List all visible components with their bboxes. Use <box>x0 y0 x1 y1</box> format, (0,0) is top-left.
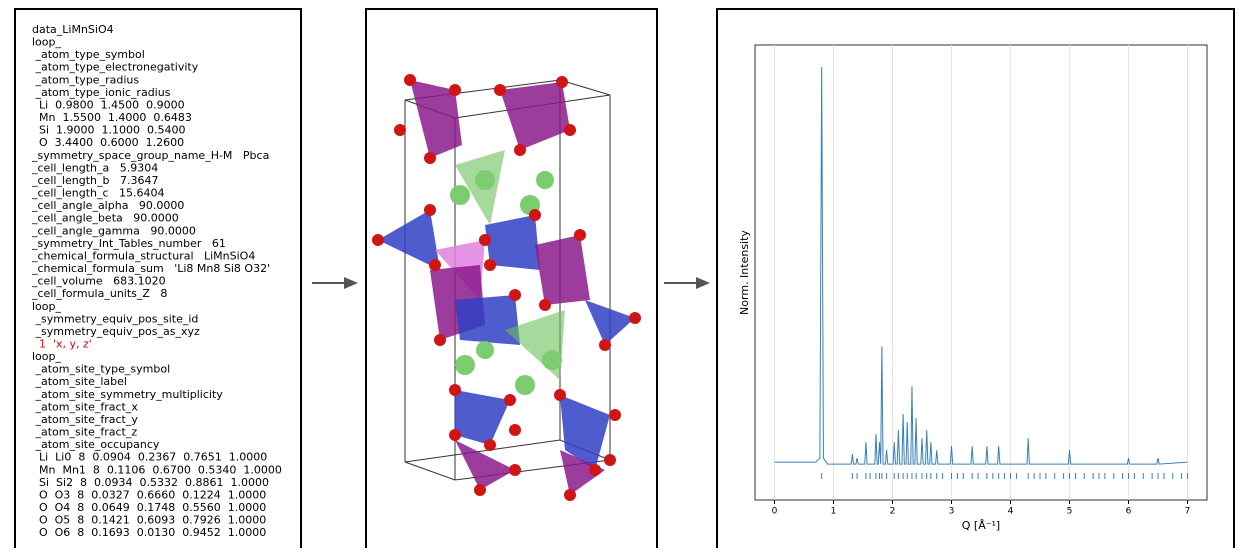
x-tick-label: 4 <box>1008 507 1014 517</box>
cif-line: _symmetry_equiv_pos_site_id <box>32 312 198 325</box>
x-tick-label: 7 <box>1185 507 1191 517</box>
arrow <box>664 277 710 289</box>
cif-line: _atom_site_symmetry_multiplicity <box>32 388 223 401</box>
cif-line: _chemical_formula_structural LiMnSiO4 <box>31 249 255 262</box>
cif-line: _symmetry_Int_Tables_number 61 <box>31 237 226 250</box>
cif-line: loop_ <box>32 36 61 49</box>
cif-line: O O3 8 0.0327 0.6660 0.1224 1.0000 <box>32 488 266 501</box>
pattern-line <box>774 67 1187 464</box>
cif-line: data_LiMnSiO4 <box>32 23 114 36</box>
cif-line: _cell_volume 683.1020 <box>31 275 166 288</box>
cif-line: O O4 8 0.0649 0.1748 0.5560 1.0000 <box>32 501 266 514</box>
arrow <box>312 277 358 289</box>
cif-line: _symmetry_space_group_name_H-M Pbca <box>31 149 269 162</box>
cif-line: _cell_length_a 5.9304 <box>31 161 158 174</box>
cif-line: O 3.4400 0.6000 1.2600 <box>32 136 184 149</box>
cif-line: _atom_type_symbol <box>32 48 145 61</box>
cif-line: _cell_angle_alpha 90.0000 <box>31 199 184 212</box>
x-tick-label: 2 <box>890 507 896 517</box>
cif-line: loop_ <box>32 350 61 363</box>
cif-line: _atom_type_electronegativity <box>32 61 199 74</box>
cif-line: _symmetry_equiv_pos_as_xyz <box>32 325 200 338</box>
cif-line: Mn Mn1 8 0.1106 0.6700 0.5340 1.0000 <box>32 463 282 476</box>
cif-line: _atom_type_radius <box>32 73 139 86</box>
cif-line: _atom_site_fract_y <box>32 413 138 426</box>
cif-line: _cell_angle_gamma 90.0000 <box>31 224 196 237</box>
cif-line: _cell_angle_beta 90.0000 <box>31 212 179 225</box>
cif-line: Mn 1.5500 1.4000 0.6483 <box>32 111 192 124</box>
x-tick-label: 6 <box>1126 507 1132 517</box>
cif-line: _atom_site_fract_z <box>32 426 137 439</box>
cif-line: loop_ <box>32 300 61 313</box>
cif-line: Li Li0 8 0.0904 0.2367 0.7651 1.0000 <box>32 451 267 464</box>
cif-line: Li 0.9800 1.4500 0.9000 <box>32 98 185 111</box>
cif-line: O O5 8 0.1421 0.6093 0.7926 1.0000 <box>32 514 266 527</box>
cif-line: 1 'x, y, z' <box>32 338 92 351</box>
cif-line: _cell_formula_units_Z 8 <box>31 287 167 300</box>
crystal-structure <box>372 74 641 501</box>
cif-line: _atom_site_label <box>32 375 127 388</box>
x-tick-label: 5 <box>1067 507 1073 517</box>
cif-line: _cell_length_c 15.6404 <box>31 187 165 200</box>
x-tick-label: 3 <box>949 507 955 517</box>
x-tick-label: 0 <box>772 507 778 517</box>
cif-line: _cell_length_b 7.3647 <box>31 174 158 187</box>
cif-line: _atom_site_fract_x <box>32 400 138 413</box>
x-tick-label: 1 <box>831 507 837 517</box>
cif-line: O O6 8 0.1693 0.0130 0.9452 1.0000 <box>32 526 266 539</box>
x-axis-label: Q [Å⁻¹] <box>962 519 1000 532</box>
figure: data_LiMnSiO4loop_ _atom_type_symbol _at… <box>0 0 1239 548</box>
pattern-panel <box>717 9 1234 548</box>
cif-line: _atom_site_type_symbol <box>32 363 170 376</box>
cif-line: _atom_type_ionic_radius <box>32 86 171 99</box>
cif-line: _atom_site_occupancy <box>32 438 160 451</box>
cif-line: _chemical_formula_sum 'Li8 Mn8 Si8 O32' <box>31 262 270 275</box>
cif-line: Si 1.9000 1.1000 0.5400 <box>32 124 185 137</box>
cif-line: Si Si2 8 0.0934 0.5332 0.8861 1.0000 <box>32 476 269 489</box>
y-axis-label: Norm. Intensity <box>738 230 751 315</box>
